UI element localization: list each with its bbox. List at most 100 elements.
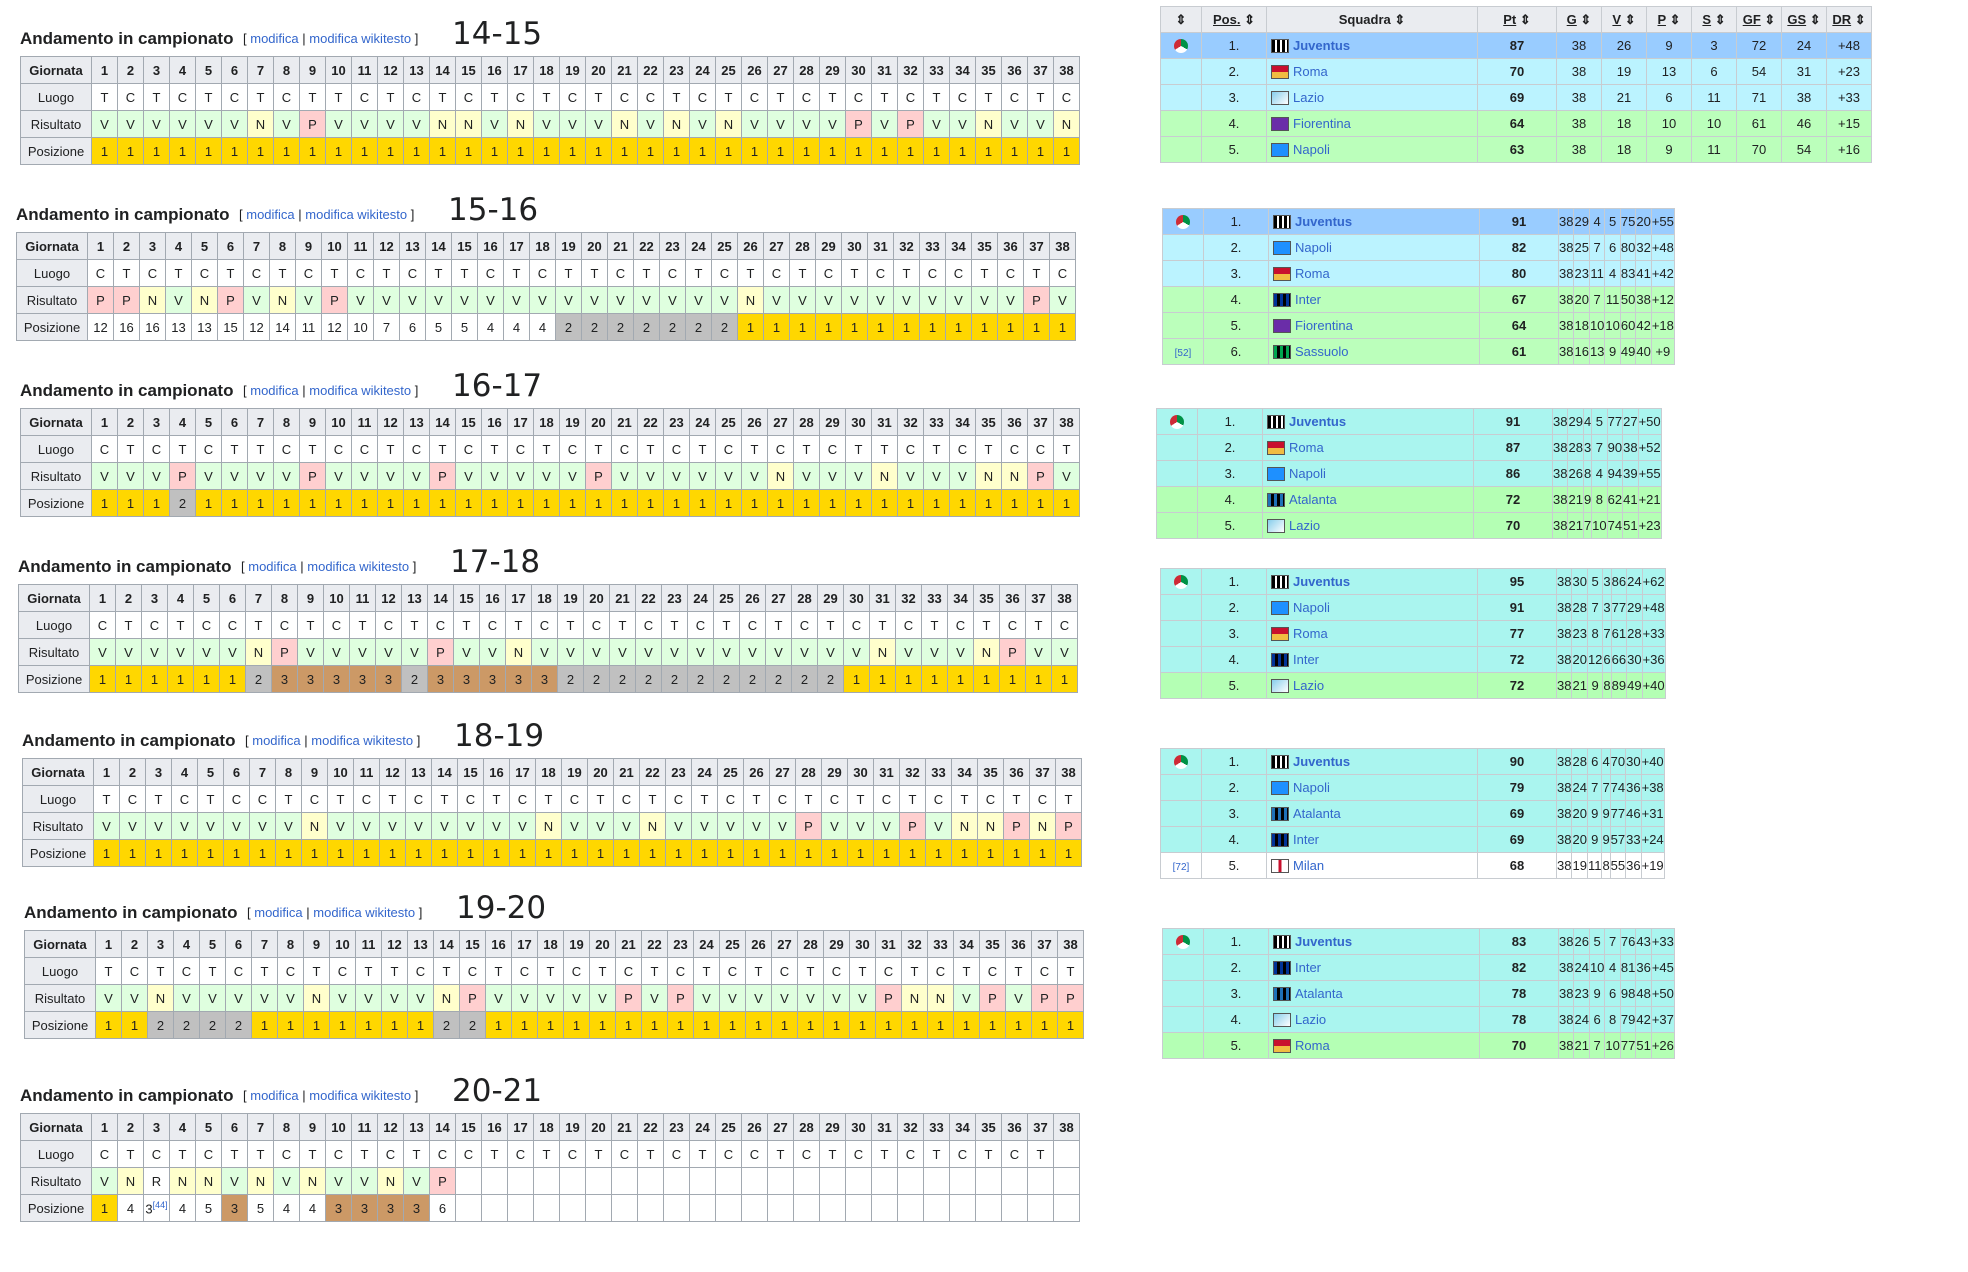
result-cell: N xyxy=(169,1167,196,1195)
position-cell: 1 xyxy=(507,137,534,165)
position-cell: 1 xyxy=(275,839,302,867)
position-cell: 1 xyxy=(975,489,1002,517)
position-cell: 1 xyxy=(639,839,666,867)
team-link[interactable]: Lazio xyxy=(1293,677,1325,693)
team-link[interactable]: Inter xyxy=(1295,959,1322,975)
won-cell: 18 xyxy=(1601,110,1647,137)
team-link[interactable]: Atalanta xyxy=(1289,491,1337,507)
gs-cell: 42 xyxy=(1635,312,1652,339)
edit-link[interactable]: modifica xyxy=(250,383,299,398)
dr-cell: +55 xyxy=(1650,208,1675,235)
team-link[interactable]: Inter xyxy=(1295,291,1322,307)
result-cell: P xyxy=(615,984,642,1012)
team-link[interactable]: Lazio xyxy=(1289,517,1321,533)
team-link[interactable]: Napoli xyxy=(1293,779,1330,795)
edit-wikitext-link[interactable]: modifica wikitesto xyxy=(309,383,412,398)
sort-header-pos[interactable]: Pos. ⇕ xyxy=(1201,6,1267,33)
team-link[interactable]: Juventus xyxy=(1295,213,1353,229)
edit-wikitext-link[interactable]: modifica wikitesto xyxy=(313,905,416,920)
sort-header-gf[interactable]: GF ⇕ xyxy=(1736,6,1782,33)
sort-header[interactable]: ⇕ xyxy=(1160,6,1202,33)
team-link[interactable]: Sassuolo xyxy=(1295,343,1349,359)
result-cell: V xyxy=(249,812,276,840)
team-link[interactable]: Roma xyxy=(1295,1037,1330,1053)
sort-header-g[interactable]: G ⇕ xyxy=(1556,6,1602,33)
standings-row: 4. Lazio 78 38 24 6 8 79 42 +37 xyxy=(1162,1006,1675,1033)
sort-header-gs[interactable]: GS ⇕ xyxy=(1781,6,1827,33)
team-link[interactable]: Juventus xyxy=(1293,573,1351,589)
venue-cell: C xyxy=(277,957,304,985)
venue-cell: T xyxy=(871,1140,898,1168)
team-link[interactable]: Inter xyxy=(1293,651,1320,667)
footnote-ref[interactable]: [52] xyxy=(1174,348,1192,359)
edit-link[interactable]: modifica xyxy=(252,733,301,748)
matchday-number: 14 xyxy=(431,758,458,786)
pos-cell: 3. xyxy=(1203,980,1269,1007)
venue-cell: T xyxy=(1023,259,1050,287)
sort-header-team[interactable]: Squadra ⇕ xyxy=(1266,6,1478,33)
venue-cell: C xyxy=(429,1140,456,1168)
team-link[interactable]: Atalanta xyxy=(1293,805,1341,821)
team-link[interactable]: Atalanta xyxy=(1295,985,1343,1001)
team-link[interactable]: Juventus xyxy=(1295,933,1353,949)
footnote-ref[interactable]: [44] xyxy=(152,1199,168,1210)
gf-cell: 61 xyxy=(1610,620,1628,647)
position-cell: 1 xyxy=(745,1011,772,1039)
team-link[interactable]: Milan xyxy=(1293,857,1325,873)
edit-wikitext-link[interactable]: modifica wikitesto xyxy=(307,559,410,574)
row-risultato: Risultato V N R N N V N V N V V N V P xyxy=(20,1167,1080,1195)
points-cell: 87 xyxy=(1473,434,1553,461)
team-link[interactable]: Napoli xyxy=(1289,465,1326,481)
result-cell: P xyxy=(217,286,244,314)
venue-cell: T xyxy=(713,611,740,639)
team-link[interactable]: Juventus xyxy=(1289,413,1347,429)
team-link[interactable]: Fiorentina xyxy=(1295,317,1353,333)
edit-link[interactable]: modifica xyxy=(254,905,303,920)
venue-cell: T xyxy=(633,259,660,287)
team-link[interactable]: Roma xyxy=(1289,439,1324,455)
sort-header-p[interactable]: P ⇕ xyxy=(1646,6,1692,33)
row-label: Luogo xyxy=(22,785,94,813)
row-label: Posizione xyxy=(16,313,88,341)
team-link[interactable]: Juventus xyxy=(1293,753,1351,769)
team-link[interactable]: Napoli xyxy=(1295,239,1332,255)
position-cell xyxy=(871,1194,898,1222)
sort-header-v[interactable]: V ⇕ xyxy=(1601,6,1647,33)
venue-cell: C xyxy=(351,83,378,111)
sort-header-pt[interactable]: Pt ⇕ xyxy=(1477,6,1557,33)
team-link[interactable]: Lazio xyxy=(1293,89,1325,105)
dr-cell: +38 xyxy=(1640,774,1665,801)
team-link[interactable]: Lazio xyxy=(1295,1011,1327,1027)
edit-link[interactable]: modifica xyxy=(248,559,297,574)
venue-cell: C xyxy=(273,1140,300,1168)
position-cell: 15 xyxy=(217,313,244,341)
sort-header-s[interactable]: S ⇕ xyxy=(1691,6,1737,33)
team-link[interactable]: Inter xyxy=(1293,831,1320,847)
edit-wikitext-link[interactable]: modifica wikitesto xyxy=(309,31,412,46)
matchday-number: 29 xyxy=(815,232,842,260)
edit-link[interactable]: modifica xyxy=(246,207,295,222)
row-label: Luogo xyxy=(20,435,92,463)
team-link[interactable]: Napoli xyxy=(1293,141,1330,157)
team-link[interactable]: Fiorentina xyxy=(1293,115,1351,131)
edit-wikitext-link[interactable]: modifica wikitesto xyxy=(309,1088,412,1103)
edit-links: [ modifica | modifica wikitesto ] xyxy=(247,905,423,920)
edit-link[interactable]: modifica xyxy=(250,1088,299,1103)
footnote-ref[interactable]: [72] xyxy=(1172,862,1190,873)
team-link[interactable]: Roma xyxy=(1295,265,1330,281)
team-link[interactable]: Roma xyxy=(1293,625,1328,641)
team-link[interactable]: Juventus xyxy=(1293,37,1351,53)
sort-header-dr[interactable]: DR ⇕ xyxy=(1826,6,1872,33)
team-link[interactable]: Napoli xyxy=(1293,599,1330,615)
team-link[interactable]: Roma xyxy=(1293,63,1328,79)
won-cell: 18 xyxy=(1601,136,1647,163)
pos-cell: 4. xyxy=(1203,286,1269,313)
row-label: Giornata xyxy=(18,584,90,612)
edit-wikitext-link[interactable]: modifica wikitesto xyxy=(311,733,414,748)
edit-wikitext-link[interactable]: modifica wikitesto xyxy=(305,207,408,222)
played-cell: 38 xyxy=(1557,1032,1575,1059)
result-cell: V xyxy=(561,812,588,840)
edit-link[interactable]: modifica xyxy=(250,31,299,46)
venue-cell: C xyxy=(353,785,380,813)
team-crest-icon xyxy=(1271,627,1289,642)
